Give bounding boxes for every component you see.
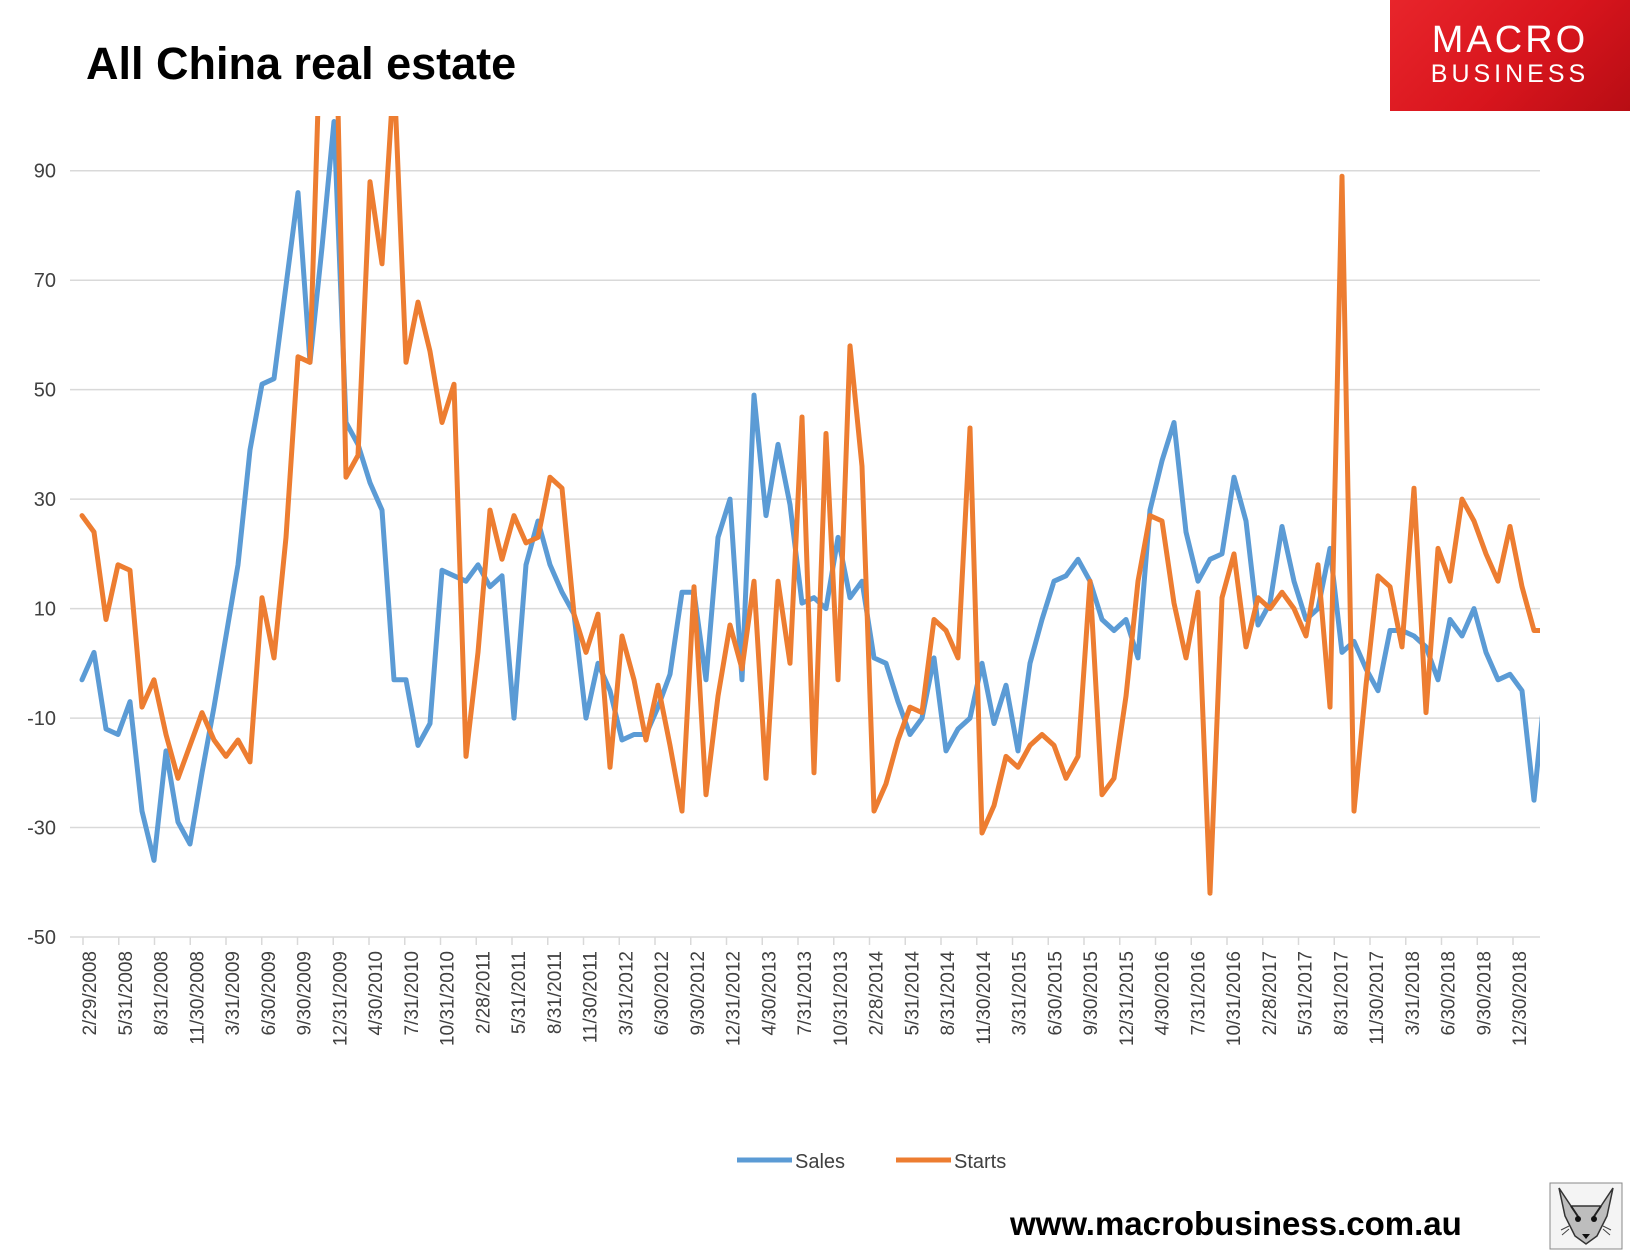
x-tick-label: 3/31/2009 bbox=[223, 951, 244, 1036]
x-tick-label: 5/31/2008 bbox=[116, 951, 137, 1036]
x-tick-label: 12/31/2009 bbox=[330, 951, 351, 1046]
y-tick-label: 10 bbox=[34, 599, 56, 621]
series-lines bbox=[79, 116, 1540, 896]
legend[interactable]: Sales Starts bbox=[737, 1151, 1006, 1173]
x-tick-label: 8/31/2008 bbox=[152, 951, 173, 1036]
x-tick-label: 7/31/2010 bbox=[402, 951, 423, 1036]
x-tick-label: 10/31/2016 bbox=[1224, 951, 1245, 1046]
y-tick-label: -30 bbox=[27, 818, 56, 840]
logo-line-business: BUSINESS bbox=[1430, 60, 1590, 88]
y-tick-label: 30 bbox=[34, 489, 56, 511]
x-tick-label: 11/30/2017 bbox=[1367, 951, 1388, 1045]
x-tick-label: 4/30/2013 bbox=[759, 951, 780, 1036]
x-tick-label: 3/31/2015 bbox=[1010, 951, 1031, 1036]
x-tick-label: 9/30/2015 bbox=[1081, 951, 1102, 1036]
x-tick-label: 3/31/2012 bbox=[616, 951, 637, 1036]
x-tick-label: 7/31/2013 bbox=[795, 951, 816, 1036]
x-tick-label: 11/30/2008 bbox=[187, 951, 208, 1045]
y-tick-label: -10 bbox=[27, 708, 56, 730]
x-tick-label: 4/30/2016 bbox=[1153, 951, 1174, 1036]
x-tick-label: 8/31/2014 bbox=[938, 951, 959, 1036]
x-tick-label: 6/30/2009 bbox=[259, 951, 280, 1036]
x-tick-label: 5/31/2011 bbox=[509, 951, 530, 1034]
x-tick-label: 2/29/2008 bbox=[80, 951, 101, 1036]
x-tick-label: 12/31/2015 bbox=[1117, 951, 1138, 1046]
x-tick-label: 8/31/2011 bbox=[545, 951, 566, 1034]
x-tick-label: 4/30/2010 bbox=[366, 951, 387, 1036]
y-tick-label: 70 bbox=[34, 270, 56, 292]
x-tick-label: 5/31/2014 bbox=[902, 951, 923, 1036]
x-tick-label: 3/31/2018 bbox=[1403, 951, 1424, 1036]
x-tick-label: 10/31/2013 bbox=[831, 951, 852, 1046]
x-tick-label: 5/31/2017 bbox=[1296, 951, 1317, 1036]
x-tick-label: 6/30/2015 bbox=[1045, 951, 1066, 1036]
legend-label-starts[interactable]: Starts bbox=[954, 1151, 1006, 1173]
y-axis-ticks: 90 70 50 30 10 -10 -30 -50 bbox=[27, 161, 56, 949]
series-line-starts bbox=[79, 116, 1540, 896]
chart-title: All China real estate bbox=[86, 38, 517, 89]
x-tick-label: 10/31/2010 bbox=[438, 951, 459, 1046]
x-tick-label: 7/31/2016 bbox=[1188, 951, 1209, 1036]
x-tick-label: 12/31/2012 bbox=[724, 951, 745, 1046]
macrobusiness-logo: MACRO BUSINESS bbox=[1390, 0, 1630, 111]
y-tick-label: -50 bbox=[27, 927, 56, 949]
legend-label-sales[interactable]: Sales bbox=[795, 1151, 845, 1173]
x-tick-label: 11/30/2011 bbox=[581, 951, 602, 1043]
x-tick-label: 6/30/2018 bbox=[1439, 951, 1460, 1036]
x-tick-label: 9/30/2018 bbox=[1474, 951, 1495, 1036]
x-axis-ticks: 2/29/2008 5/31/2008 8/31/2008 11/30/2008 3/3… bbox=[80, 937, 1531, 1046]
x-tick-label: 12/30/2018 bbox=[1510, 951, 1531, 1046]
x-tick-label: 2/28/2011 bbox=[473, 951, 494, 1034]
logo-line-macro: MACRO bbox=[1431, 19, 1589, 61]
website-url[interactable]: www.macrobusiness.com.au bbox=[1010, 1205, 1462, 1242]
x-tick-label: 2/28/2017 bbox=[1260, 951, 1281, 1036]
x-tick-label: 9/30/2009 bbox=[295, 951, 316, 1036]
x-tick-label: 6/30/2012 bbox=[652, 951, 673, 1036]
x-tick-label: 11/30/2014 bbox=[974, 951, 995, 1045]
x-tick-label: 9/30/2012 bbox=[688, 951, 709, 1036]
y-tick-label: 90 bbox=[34, 161, 56, 183]
fox-icon bbox=[1549, 1182, 1623, 1250]
x-tick-label: 2/28/2014 bbox=[867, 951, 888, 1036]
y-tick-label: 50 bbox=[34, 380, 56, 402]
x-tick-label: 8/31/2017 bbox=[1331, 951, 1352, 1036]
